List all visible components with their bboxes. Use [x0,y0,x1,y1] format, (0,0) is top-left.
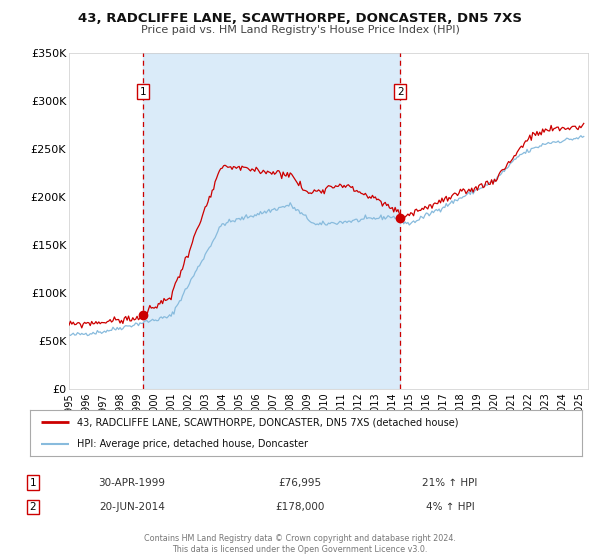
Text: 1: 1 [139,87,146,97]
Text: 30-APR-1999: 30-APR-1999 [98,478,166,488]
Text: 21% ↑ HPI: 21% ↑ HPI [422,478,478,488]
Text: Price paid vs. HM Land Registry's House Price Index (HPI): Price paid vs. HM Land Registry's House … [140,25,460,35]
Text: HPI: Average price, detached house, Doncaster: HPI: Average price, detached house, Donc… [77,439,308,449]
Bar [143,53,400,389]
Text: 20-JUN-2014: 20-JUN-2014 [99,502,165,512]
Text: 4% ↑ HPI: 4% ↑ HPI [425,502,475,512]
Text: 2: 2 [397,87,404,97]
Text: This data is licensed under the Open Government Licence v3.0.: This data is licensed under the Open Gov… [172,545,428,554]
Text: 43, RADCLIFFE LANE, SCAWTHORPE, DONCASTER, DN5 7XS: 43, RADCLIFFE LANE, SCAWTHORPE, DONCASTE… [78,12,522,25]
Text: £76,995: £76,995 [278,478,322,488]
Text: £178,000: £178,000 [275,502,325,512]
Text: 2: 2 [29,502,37,512]
Text: 43, RADCLIFFE LANE, SCAWTHORPE, DONCASTER, DN5 7XS (detached house): 43, RADCLIFFE LANE, SCAWTHORPE, DONCASTE… [77,417,458,427]
Text: 1: 1 [29,478,37,488]
Text: Contains HM Land Registry data © Crown copyright and database right 2024.: Contains HM Land Registry data © Crown c… [144,534,456,543]
